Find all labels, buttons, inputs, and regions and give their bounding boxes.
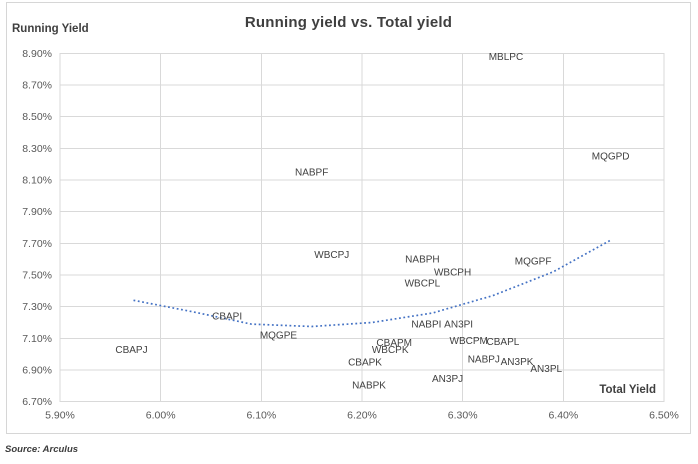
point-label-nabpj: NABPJ [468, 354, 500, 365]
y-tick-label: 7.90% [22, 206, 52, 218]
x-tick-label: 6.30% [448, 410, 478, 422]
x-tick-label: 6.10% [246, 410, 276, 422]
point-label-cbapm: CBAPM [376, 338, 412, 349]
point-label-mqgpf: MQGPF [515, 256, 552, 267]
point-label-nabpf: NABPF [295, 168, 328, 179]
chart-title: Running yield vs. Total yield [244, 14, 453, 31]
point-label-an3pk: AN3PK [501, 357, 534, 368]
y-tick-label: 7.10% [22, 333, 52, 345]
y-tick-label: 6.90% [22, 365, 52, 377]
point-label-an3pj: AN3PJ [432, 374, 463, 385]
point-label-wbcpj: WBCPJ [314, 250, 349, 261]
point-label-wbcpk: WBCPK [372, 345, 409, 356]
x-tick-label: 6.20% [347, 410, 377, 422]
y-tick-label: 6.70% [22, 396, 52, 408]
x-tick-label: 5.90% [45, 410, 75, 422]
plot-border [59, 52, 665, 403]
chart-frame: Running yield vs. Total yield [6, 2, 691, 434]
point-label-wbcpm: WBCPM [450, 336, 488, 347]
point-label-mblpc: MBLPC [489, 52, 523, 63]
y-axis-title: Running Yield [12, 23, 89, 35]
point-label-cbapk: CBAPK [348, 358, 382, 369]
y-tick-label: 8.70% [22, 79, 52, 91]
point-label-an3pi: AN3PI [444, 320, 473, 331]
y-tick-label: 7.30% [22, 301, 52, 313]
point-label-mqgpd: MQGPD [592, 152, 630, 163]
x-tick-label: 6.50% [649, 410, 679, 422]
trendline [133, 239, 612, 328]
y-tick-label: 8.30% [22, 143, 52, 155]
y-tick-label: 8.90% [22, 48, 52, 60]
point-label-mqgpe: MQGPE [260, 331, 298, 342]
y-tick-label: 7.70% [22, 238, 52, 250]
x-axis-title: Total Yield [599, 384, 656, 396]
y-tick-label: 8.50% [22, 111, 52, 123]
point-label-cbapj: CBAPJ [115, 345, 147, 356]
y-tick-label: 7.50% [22, 270, 52, 282]
x-tick-label: 6.40% [548, 410, 578, 422]
x-tick-label: 6.00% [146, 410, 176, 422]
point-label-cbapl: CBAPL [487, 337, 520, 348]
point-label-an3pl: AN3PL [530, 364, 562, 375]
source-note: Source: Arculus [5, 444, 79, 455]
point-label-cbapi: CBAPI [212, 312, 242, 323]
point-label-nabpk: NABPK [352, 381, 386, 392]
point-label-nabpi: NABPI [411, 320, 441, 331]
point-label-wbcpl: WBCPL [405, 278, 441, 289]
y-tick-label: 8.10% [22, 174, 52, 186]
point-label-wbcph: WBCPH [434, 267, 471, 278]
point-label-nabph: NABPH [405, 255, 439, 266]
